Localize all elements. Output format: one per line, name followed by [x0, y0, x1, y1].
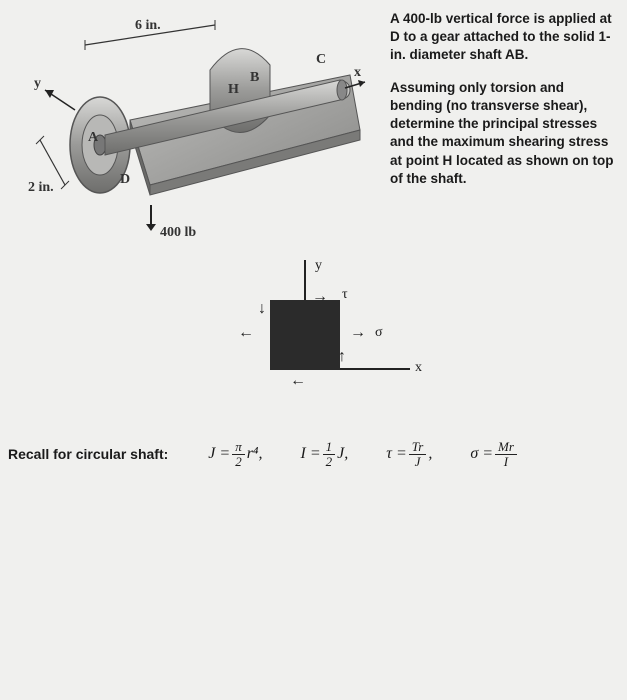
- problem-p1: A 400-lb vertical force is applied at D …: [390, 10, 615, 65]
- stress-element: y → τ ← → σ ← ↓ ↑ x: [230, 270, 430, 420]
- dim-2in: 2 in.: [28, 180, 54, 196]
- formula-I: I = 1 2 J,: [301, 440, 349, 468]
- element-axis-x: [340, 368, 410, 370]
- tau-frac: Tr J: [409, 440, 427, 468]
- dim-6in: 6 in.: [135, 18, 161, 34]
- sigma-lhs: σ =: [470, 445, 493, 463]
- tau-arrow-left-up: ↓: [258, 300, 266, 318]
- pt-D: D: [120, 172, 130, 188]
- axis-x-3d: x: [354, 65, 361, 81]
- formula-tau: τ = Tr J ,: [386, 440, 432, 468]
- recall-row: Recall for circular shaft: J = π 2 r⁴, I…: [8, 440, 618, 468]
- tau-arrow-bot: ←: [290, 372, 306, 390]
- problem-p2: Assuming only torsion and bending (no tr…: [390, 79, 615, 188]
- axis-y-3d: y: [34, 76, 41, 92]
- tau-arrow-right-down: ↑: [338, 348, 346, 366]
- isometric-figure: 6 in. 2 in. x y A B C D H 400 lb: [10, 10, 370, 250]
- J-rhs: r⁴,: [247, 445, 263, 463]
- tau-comma: ,: [428, 445, 432, 463]
- pt-H: H: [228, 82, 239, 98]
- tau-lhs: τ =: [386, 445, 407, 463]
- recall-label: Recall for circular shaft:: [8, 446, 168, 462]
- shaft-gear-svg: [10, 10, 370, 250]
- J-lhs: J =: [208, 445, 230, 463]
- formula-J: J = π 2 r⁴,: [208, 440, 262, 468]
- I-frac: 1 2: [323, 440, 336, 468]
- J-frac: π 2: [232, 440, 245, 468]
- I-rhs: J,: [337, 445, 348, 463]
- pt-A: A: [88, 130, 98, 146]
- element-axis-y: [304, 260, 306, 300]
- tau-arrow-top: →: [312, 288, 328, 306]
- formula-sigma: σ = Mr I: [470, 440, 519, 468]
- tau-label: τ: [342, 287, 348, 303]
- pt-B: B: [250, 70, 259, 86]
- sigma-frac: Mr I: [495, 440, 517, 468]
- sigma-label: σ: [375, 325, 383, 341]
- element-x-label: x: [415, 360, 422, 376]
- sigma-arrow-right: →: [350, 324, 366, 342]
- element-square: [270, 300, 340, 370]
- element-y-label: y: [315, 258, 322, 274]
- force-arrow: [150, 205, 152, 225]
- pt-C: C: [316, 52, 326, 68]
- I-lhs: I =: [301, 445, 321, 463]
- sigma-arrow-left: ←: [238, 324, 254, 342]
- problem-statement: A 400-lb vertical force is applied at D …: [390, 10, 615, 202]
- force-label: 400 lb: [160, 225, 196, 241]
